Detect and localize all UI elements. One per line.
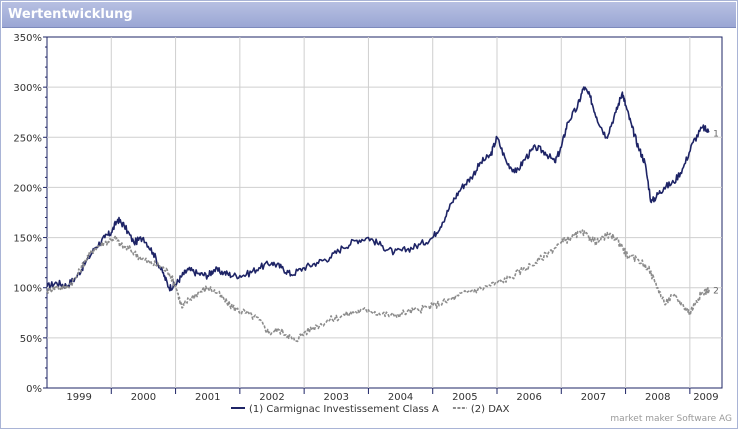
credit-text: market maker Software AG xyxy=(610,414,732,424)
x-tick-label: 1999 xyxy=(66,392,91,403)
x-tick-label: 2006 xyxy=(516,392,541,403)
y-tick-label: 0% xyxy=(26,384,42,395)
legend-label-1: (1) Carmignac Investissement Class A xyxy=(249,404,439,415)
x-tick-label: 2001 xyxy=(195,392,220,403)
x-tick-label: 2003 xyxy=(324,392,349,403)
title-bar: Wertentwicklung xyxy=(2,2,736,28)
chart-title: Wertentwicklung xyxy=(8,7,133,22)
y-tick-label: 350% xyxy=(13,33,42,44)
y-tick-label: 100% xyxy=(13,284,42,295)
x-tick-label: 2000 xyxy=(131,392,156,403)
y-tick-label: 250% xyxy=(13,133,42,144)
x-tick-label: 2009 xyxy=(693,392,718,403)
x-tick-label: 2008 xyxy=(645,392,670,403)
x-tick-label: 2007 xyxy=(581,392,606,403)
x-tick-label: 2002 xyxy=(259,392,284,403)
series-end-label-2: 2 xyxy=(713,287,719,297)
y-tick-label: 150% xyxy=(13,234,42,245)
plot-area xyxy=(46,36,723,389)
y-tick-label: 300% xyxy=(13,83,42,94)
series-end-label-1: 1 xyxy=(713,129,719,139)
x-tick-label: 2004 xyxy=(388,392,413,403)
x-tick-label: 2005 xyxy=(452,392,477,403)
series-line-1 xyxy=(46,86,710,292)
y-tick-label: 200% xyxy=(13,183,42,194)
y-tick-label: 50% xyxy=(20,334,42,345)
legend-label-2: (2) DAX xyxy=(471,404,510,415)
series-line-2 xyxy=(46,229,710,343)
